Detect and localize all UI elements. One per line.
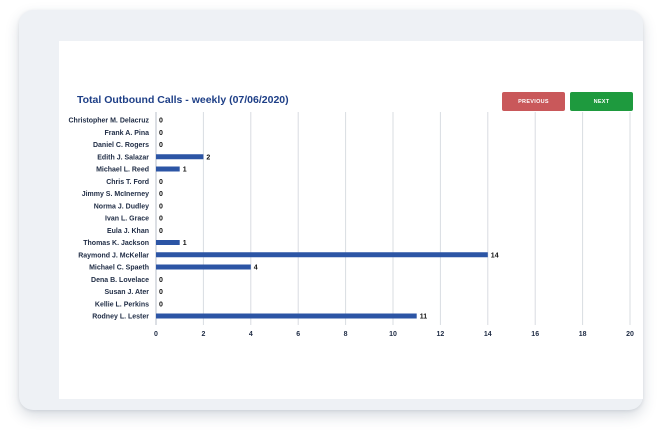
data-label: 0 bbox=[159, 289, 163, 296]
x-tick-label: 4 bbox=[249, 331, 253, 338]
category-label: Frank A. Pina bbox=[105, 130, 150, 137]
bar bbox=[156, 240, 180, 245]
bar bbox=[156, 252, 488, 258]
x-tick-label: 20 bbox=[626, 331, 634, 338]
category-label: Chris T. Ford bbox=[106, 179, 149, 186]
x-tick-label: 10 bbox=[389, 331, 397, 338]
category-label: Thomas K. Jackson bbox=[83, 240, 149, 247]
device-frame: Total Outbound Calls - weekly (07/06/202… bbox=[19, 10, 643, 410]
category-label: Rodney L. Lester bbox=[92, 314, 149, 321]
category-label: Edith J. Salazar bbox=[97, 154, 149, 161]
category-label: Jimmy S. McInerney bbox=[82, 191, 149, 198]
x-tick-label: 6 bbox=[296, 331, 300, 338]
category-label: Michael L. Reed bbox=[96, 167, 149, 174]
data-label: 0 bbox=[159, 118, 163, 125]
category-label: Ivan L. Grace bbox=[105, 216, 149, 223]
bar bbox=[156, 154, 204, 160]
category-label: Eula J. Khan bbox=[107, 228, 149, 235]
x-tick-label: 14 bbox=[484, 331, 492, 338]
category-label: Daniel C. Rogers bbox=[93, 142, 149, 149]
x-tick-label: 18 bbox=[579, 331, 587, 338]
data-label: 0 bbox=[159, 228, 163, 235]
category-label: Kellie L. Perkins bbox=[95, 301, 149, 308]
category-label: Christopher M. Delacruz bbox=[68, 118, 149, 125]
x-tick-label: 8 bbox=[344, 331, 348, 338]
category-label: Dena B. Lovelace bbox=[91, 277, 149, 284]
x-tick-label: 0 bbox=[154, 331, 158, 338]
data-label: 1 bbox=[183, 167, 187, 174]
category-label: Susan J. Ater bbox=[105, 289, 150, 296]
data-label: 0 bbox=[159, 179, 163, 186]
chart-title: Total Outbound Calls - weekly (07/06/202… bbox=[77, 94, 289, 106]
category-label: Raymond J. McKellar bbox=[78, 252, 149, 259]
data-label: 0 bbox=[159, 203, 163, 210]
previous-button[interactable]: PREVIOUS bbox=[502, 92, 565, 111]
data-label: 4 bbox=[254, 265, 258, 272]
category-label: Michael C. Spaeth bbox=[89, 265, 149, 272]
bar bbox=[156, 313, 417, 319]
data-label: 1 bbox=[183, 240, 187, 247]
data-label: 2 bbox=[206, 154, 210, 161]
bar bbox=[156, 166, 180, 172]
data-label: 0 bbox=[159, 142, 163, 149]
x-tick-label: 2 bbox=[201, 331, 205, 338]
data-label: 11 bbox=[420, 314, 428, 321]
data-label: 14 bbox=[491, 252, 499, 259]
data-label: 0 bbox=[159, 216, 163, 223]
bar bbox=[156, 264, 251, 270]
dashboard-screen: Total Outbound Calls - weekly (07/06/202… bbox=[59, 41, 643, 399]
data-label: 0 bbox=[159, 130, 163, 137]
next-button[interactable]: NEXT bbox=[570, 92, 633, 111]
data-label: 0 bbox=[159, 301, 163, 308]
data-label: 0 bbox=[159, 277, 163, 284]
x-tick-label: 12 bbox=[437, 331, 445, 338]
category-label: Norma J. Dudley bbox=[94, 203, 149, 210]
data-label: 0 bbox=[159, 191, 163, 198]
x-tick-label: 16 bbox=[531, 331, 539, 338]
